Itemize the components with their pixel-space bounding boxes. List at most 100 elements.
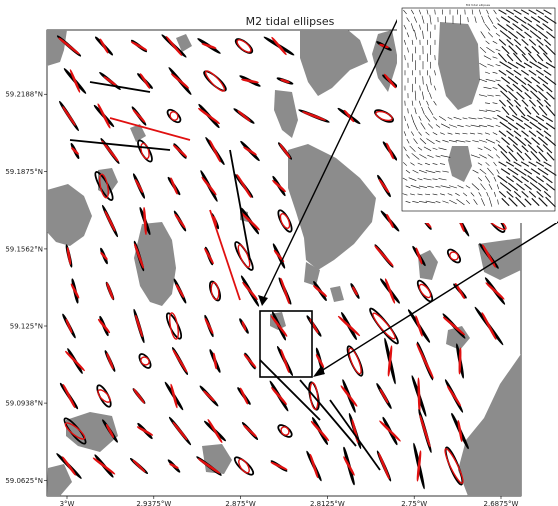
inset-ellipse-glyph	[426, 83, 429, 93]
x-tick-label: 2.75°W	[401, 500, 427, 506]
inset-ellipse-glyph	[429, 75, 432, 86]
red-ellipse	[105, 424, 115, 438]
inset-ellipse-glyph	[505, 69, 515, 76]
red-ellipse	[204, 317, 214, 335]
inset-ellipse-glyph	[418, 201, 428, 203]
ellipse-glyph	[346, 345, 364, 377]
inset-ellipse-glyph	[495, 64, 501, 67]
red-ellipse	[165, 36, 183, 56]
inset-ellipse-glyph	[402, 162, 408, 166]
ellipse-glyph	[343, 446, 355, 486]
inset-ellipse-glyph	[523, 62, 533, 68]
inset-ellipse-glyph	[481, 198, 485, 206]
inset-ellipse-glyph	[499, 182, 512, 192]
inset-ellipse-glyph	[478, 94, 488, 97]
red-ellipse	[133, 243, 145, 269]
inset-ellipse-glyph	[427, 185, 434, 188]
inset-ellipse-glyph	[492, 87, 498, 89]
ellipse-glyph	[131, 106, 147, 126]
red-ellipse	[243, 424, 257, 438]
ellipse-glyph	[167, 459, 181, 473]
x-tick-label: 2.6875°W	[484, 500, 519, 506]
land-mass	[288, 144, 376, 270]
inset-ellipse-glyph	[536, 190, 544, 198]
ellipse-glyph	[204, 314, 214, 338]
inset-ellipse-glyph	[531, 197, 540, 207]
inset-ellipse-glyph	[479, 139, 487, 143]
ellipse-glyph	[306, 315, 322, 337]
red-ellipse	[172, 144, 188, 158]
inset-ellipse-glyph	[498, 130, 507, 137]
inset-ellipse-glyph	[406, 32, 410, 38]
inset-ellipse-glyph	[513, 9, 522, 15]
inset-ellipse-glyph	[512, 23, 523, 32]
ellipse-glyph	[208, 280, 222, 302]
inset-ellipse-glyph	[418, 9, 422, 15]
inset-ellipse-glyph	[514, 136, 527, 147]
red-ellipse	[139, 73, 151, 89]
inset-ellipse-glyph	[474, 16, 477, 23]
inset-ellipse-glyph	[516, 183, 525, 191]
ellipse-glyph	[407, 309, 431, 343]
inset-ellipse-glyph	[404, 115, 406, 121]
inset-ellipse-glyph	[427, 154, 434, 158]
inset-ellipse-glyph	[448, 140, 458, 143]
red-ellipse	[343, 456, 355, 476]
inset-ellipse-glyph	[434, 9, 436, 15]
inset-ellipse-glyph	[529, 182, 542, 192]
red-ellipse	[99, 173, 109, 199]
land-mass	[304, 262, 320, 286]
red-ellipse	[241, 78, 259, 84]
inset-ellipse-glyph	[414, 107, 417, 115]
inset-ellipse-glyph	[487, 167, 494, 176]
inset-ellipse-glyph	[542, 114, 553, 123]
ellipse-glyph	[209, 349, 221, 373]
inset-ellipse-glyph	[447, 117, 453, 120]
ellipse-glyph	[446, 248, 462, 264]
inset-ellipse-glyph	[527, 23, 538, 32]
inset-ellipse-glyph	[478, 78, 488, 83]
inset-ellipse-glyph	[508, 105, 518, 116]
inset-ellipse-glyph	[427, 106, 434, 116]
inset-ellipse-glyph	[438, 178, 447, 181]
ellipse-glyph	[203, 246, 215, 266]
red-ellipse	[383, 73, 397, 89]
ellipse-glyph	[444, 446, 464, 486]
inset-ellipse-glyph	[498, 38, 507, 46]
inset-ellipse-glyph	[423, 146, 432, 151]
red-ellipse	[374, 245, 394, 267]
inset-ellipse-glyph	[406, 138, 410, 144]
inset-ellipse-glyph	[543, 38, 552, 46]
inset-ellipse-glyph	[543, 190, 552, 198]
inset-ellipse-glyph	[513, 38, 522, 46]
inset-ellipse-glyph	[507, 76, 519, 85]
ellipse-glyph	[59, 382, 79, 410]
inset-ellipse-glyph	[546, 91, 555, 100]
inset-ellipse-glyph	[422, 30, 424, 39]
inset-ellipse-glyph	[432, 163, 438, 165]
inset-ellipse-glyph	[421, 106, 425, 115]
inset-ellipse-glyph	[528, 190, 537, 198]
inset-ellipse-glyph	[497, 52, 508, 63]
inset-ellipse-glyph	[495, 33, 501, 37]
x-tick-label: 2.9375°W	[136, 500, 171, 506]
callout-arrowhead-upper	[258, 295, 268, 306]
inset-ellipse-glyph	[424, 193, 431, 196]
inset-ellipse-glyph	[515, 196, 526, 208]
inset-ellipse-glyph	[433, 85, 437, 91]
inset-ellipse-glyph	[495, 48, 501, 52]
x-tick-label: 3°W	[60, 500, 75, 506]
inset-ellipse-field	[402, 9, 557, 208]
ellipse-glyph-long	[259, 359, 321, 421]
red-ellipse	[134, 179, 144, 193]
ellipse-glyph	[138, 353, 152, 369]
red-ellipse	[201, 176, 217, 196]
ellipse-glyph	[453, 282, 467, 300]
inset-ellipse-glyph	[543, 69, 552, 76]
inset-ellipse-glyph	[536, 176, 544, 183]
inset-ellipse-glyph	[537, 182, 549, 192]
inset-ellipse-glyph	[480, 31, 486, 39]
red-ellipse	[203, 247, 215, 265]
inset-ellipse-glyph	[542, 83, 553, 93]
ellipse-glyph	[241, 421, 259, 441]
